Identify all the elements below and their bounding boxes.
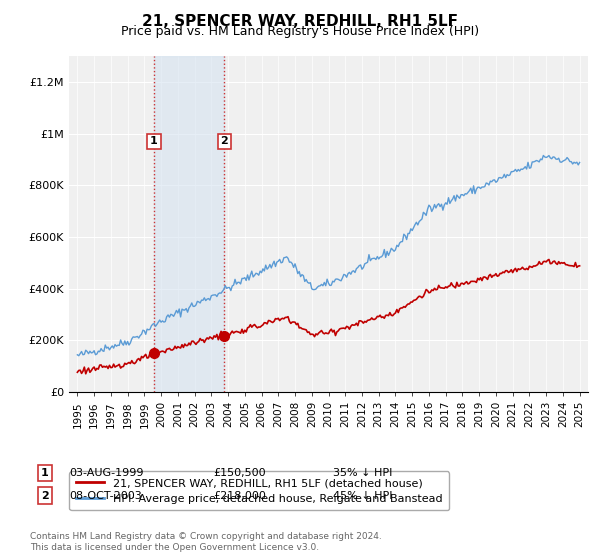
- Text: 1: 1: [41, 468, 49, 478]
- Text: 2: 2: [41, 491, 49, 501]
- Legend: 21, SPENCER WAY, REDHILL, RH1 5LF (detached house), HPI: Average price, detached: 21, SPENCER WAY, REDHILL, RH1 5LF (detac…: [70, 472, 449, 510]
- Text: 35% ↓ HPI: 35% ↓ HPI: [333, 468, 392, 478]
- Text: 45% ↓ HPI: 45% ↓ HPI: [333, 491, 392, 501]
- Bar: [154, 56, 224, 392]
- Text: 21, SPENCER WAY, REDHILL, RH1 5LF: 21, SPENCER WAY, REDHILL, RH1 5LF: [142, 14, 458, 29]
- Text: £218,000: £218,000: [213, 491, 266, 501]
- Text: 2: 2: [220, 136, 228, 146]
- Text: 03-AUG-1999: 03-AUG-1999: [69, 468, 143, 478]
- Text: 1: 1: [150, 136, 158, 146]
- Text: Contains HM Land Registry data © Crown copyright and database right 2024.
This d: Contains HM Land Registry data © Crown c…: [30, 532, 382, 552]
- Text: Price paid vs. HM Land Registry's House Price Index (HPI): Price paid vs. HM Land Registry's House …: [121, 25, 479, 38]
- Text: 08-OCT-2003: 08-OCT-2003: [69, 491, 142, 501]
- Text: £150,500: £150,500: [213, 468, 266, 478]
